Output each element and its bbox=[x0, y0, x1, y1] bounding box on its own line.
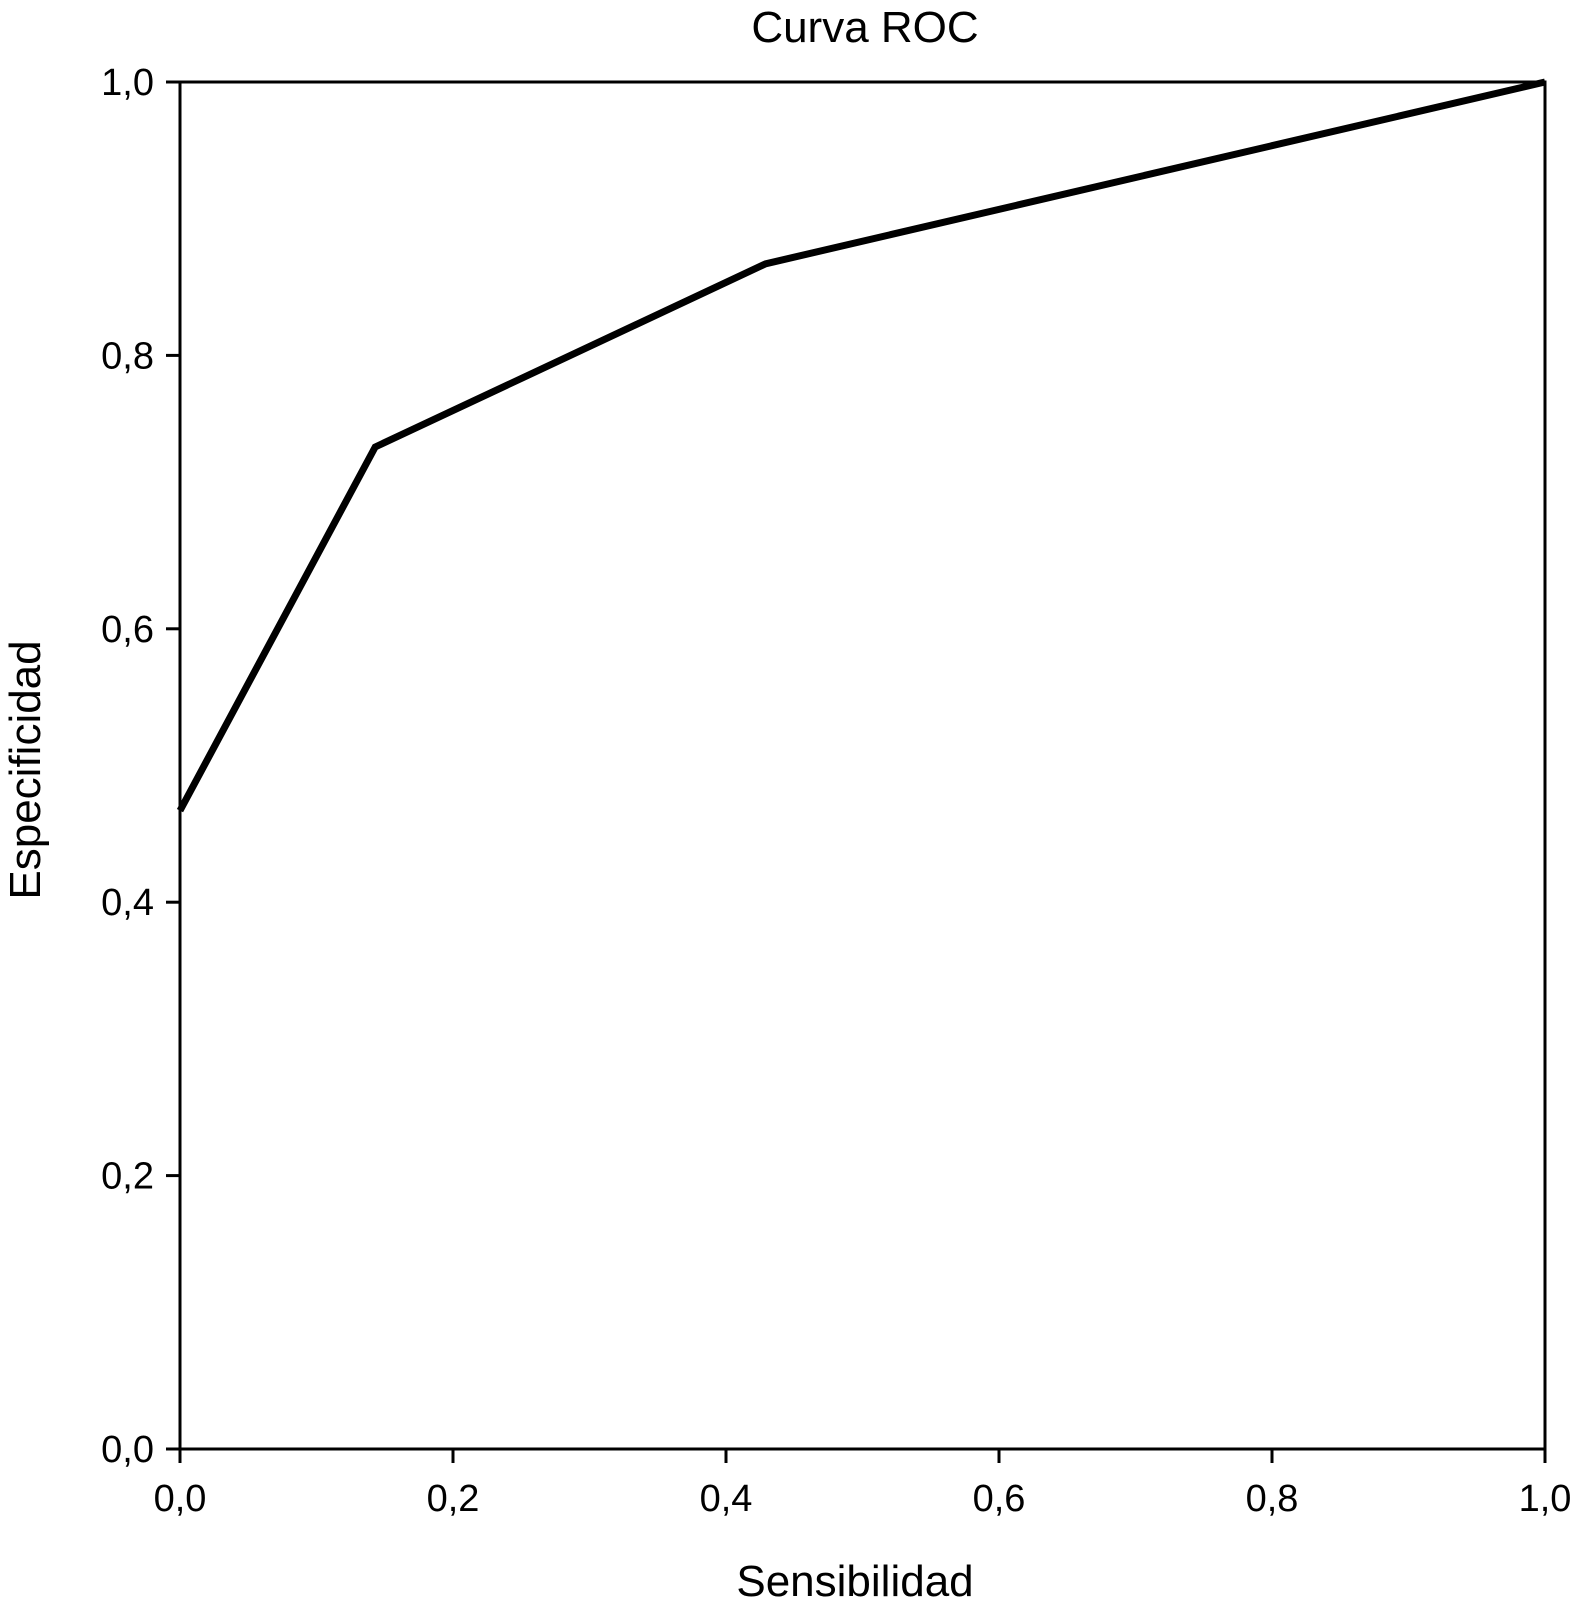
x-tick-label: 0,6 bbox=[973, 1478, 1026, 1520]
plot-frame bbox=[178, 80, 1547, 1451]
x-axis-label: Sensibilidad bbox=[736, 1557, 973, 1606]
x-axis: 0,0 0,2 0,4 0,6 0,8 1,0 bbox=[154, 1449, 1572, 1520]
y-tick-label: 1,0 bbox=[101, 62, 154, 104]
y-axis: 0,0 0,2 0,4 0,6 0,8 1,0 bbox=[101, 62, 180, 1471]
x-tick-label: 0,8 bbox=[1246, 1478, 1299, 1520]
y-tick-label: 0,2 bbox=[101, 1156, 154, 1198]
y-tick-label: 0,0 bbox=[101, 1429, 154, 1471]
roc-curve-line bbox=[176, 78, 1546, 813]
y-tick-label: 0,8 bbox=[101, 335, 154, 377]
chart-title: Curva ROC bbox=[751, 3, 978, 52]
x-tick-label: 1,0 bbox=[1519, 1478, 1572, 1520]
x-tick-label: 0,0 bbox=[154, 1478, 207, 1520]
x-tick-label: 0,2 bbox=[427, 1478, 480, 1520]
y-axis-label: Especificidad bbox=[1, 640, 50, 899]
y-tick-label: 0,6 bbox=[101, 609, 154, 651]
y-tick-label: 0,4 bbox=[101, 882, 154, 924]
x-tick-label: 0,4 bbox=[700, 1478, 753, 1520]
